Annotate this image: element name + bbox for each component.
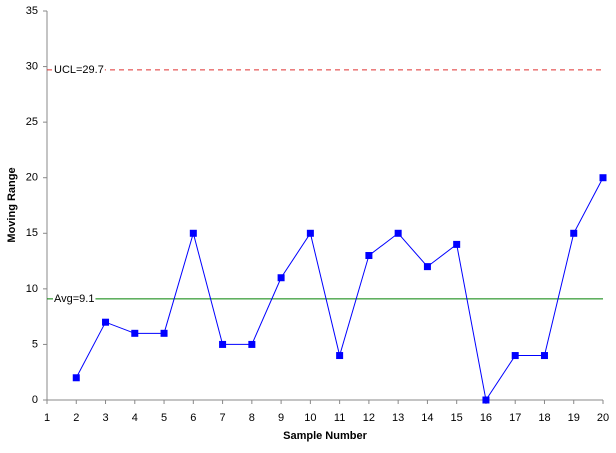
- data-point: [482, 396, 490, 404]
- x-tick-label: 16: [480, 412, 492, 424]
- x-tick-label: 6: [190, 412, 196, 424]
- y-axis-title: Moving Range: [6, 167, 18, 242]
- x-tick-label: 8: [249, 412, 255, 424]
- data-point: [453, 240, 461, 248]
- x-tick-label: 5: [161, 412, 167, 424]
- data-point: [219, 340, 227, 348]
- y-tick-label: 0: [32, 394, 38, 406]
- data-point: [336, 352, 344, 360]
- y-tick-label: 15: [26, 227, 38, 239]
- x-axis-title: Sample Number: [283, 430, 367, 442]
- data-point: [189, 229, 197, 237]
- y-tick-label: 35: [26, 5, 38, 17]
- data-point: [365, 252, 373, 260]
- data-point: [570, 229, 578, 237]
- x-tick-label: 17: [509, 412, 521, 424]
- data-point: [102, 318, 110, 326]
- y-tick-label: 20: [26, 172, 38, 184]
- x-tick-label: 9: [278, 412, 284, 424]
- x-tick-label: 15: [451, 412, 463, 424]
- x-tick-label: 7: [220, 412, 226, 424]
- x-tick-label: 14: [421, 412, 433, 424]
- data-point: [599, 174, 607, 182]
- x-tick-label: 13: [392, 412, 404, 424]
- data-point: [306, 229, 314, 237]
- x-tick-label: 20: [597, 412, 609, 424]
- data-point: [394, 229, 402, 237]
- reference-label: UCL=29.7: [54, 64, 104, 76]
- y-tick-label: 25: [26, 116, 38, 128]
- x-tick-label: 3: [102, 412, 108, 424]
- data-point: [131, 329, 139, 337]
- y-tick-label: 30: [26, 60, 38, 72]
- y-tick-label: 5: [32, 338, 38, 350]
- data-point: [248, 340, 256, 348]
- y-tick-label: 10: [26, 283, 38, 295]
- reference-label: Avg=9.1: [54, 293, 94, 305]
- x-tick-label: 2: [73, 412, 79, 424]
- x-tick-label: 4: [132, 412, 138, 424]
- x-tick-label: 12: [363, 412, 375, 424]
- x-tick-label: 11: [334, 412, 345, 424]
- x-tick-label: 1: [44, 412, 50, 424]
- label-background: [53, 292, 96, 305]
- data-point: [511, 352, 519, 360]
- data-point: [160, 329, 168, 337]
- data-point: [540, 352, 548, 360]
- x-tick-label: 10: [304, 412, 316, 424]
- series-line: [75, 177, 604, 402]
- data-point: [72, 374, 80, 382]
- data-point: [277, 274, 285, 282]
- x-tick-label: 18: [538, 412, 550, 424]
- x-tick-label: 19: [568, 412, 580, 424]
- label-background: [53, 63, 105, 76]
- data-point: [423, 263, 431, 271]
